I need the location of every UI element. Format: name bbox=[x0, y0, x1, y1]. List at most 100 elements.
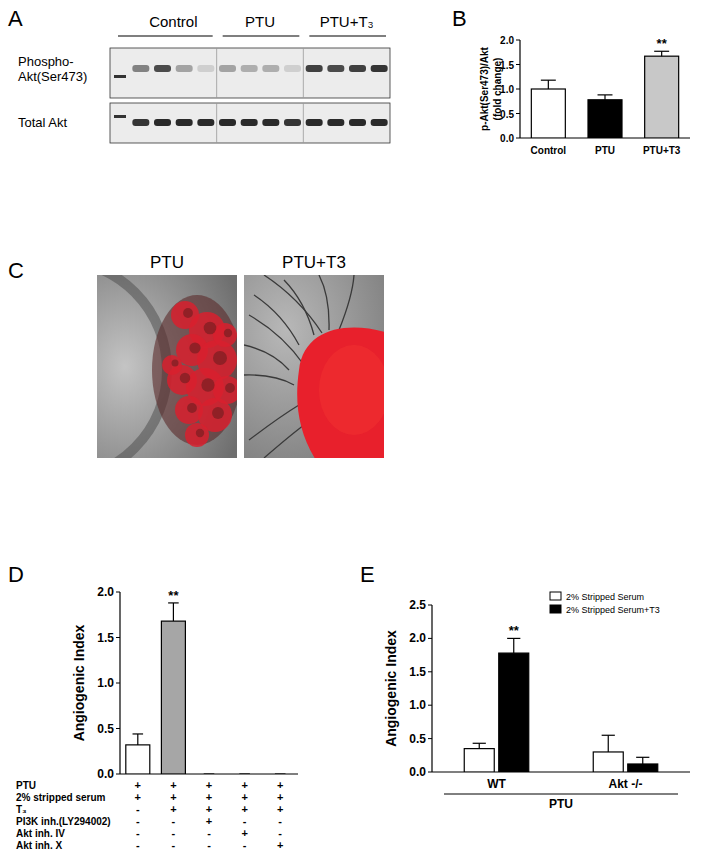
blot-band bbox=[132, 65, 149, 72]
y-tick-label: 0.5 bbox=[97, 722, 114, 736]
sprout bbox=[244, 345, 289, 370]
bar-chart: 0.00.51.01.52.0p-Akt(Ser473)/Akt(fold ch… bbox=[479, 35, 690, 156]
blot-band bbox=[262, 65, 279, 72]
blot-band bbox=[197, 119, 214, 126]
blot-band bbox=[371, 65, 388, 72]
sprout bbox=[254, 295, 299, 345]
blot-band bbox=[306, 65, 323, 72]
condition-sign: - bbox=[278, 827, 282, 839]
error-bar bbox=[479, 743, 480, 748]
condition-sign: + bbox=[170, 791, 176, 803]
stain-dark bbox=[183, 308, 193, 318]
y-axis-label: Angiogenic Index bbox=[71, 624, 87, 741]
lane-separator bbox=[216, 103, 217, 143]
blot-frame bbox=[110, 48, 390, 98]
stain-dark bbox=[225, 383, 235, 393]
micrograph bbox=[244, 275, 384, 458]
marks bbox=[464, 638, 658, 772]
y-tick-label: 2.0 bbox=[500, 35, 514, 46]
blot-band bbox=[306, 119, 323, 126]
condition-label: Akt inh. X bbox=[16, 840, 62, 851]
blot-band bbox=[197, 65, 214, 72]
y-axis-label: Angiogenic Index bbox=[383, 630, 399, 747]
bar bbox=[233, 773, 257, 774]
y-tick bbox=[516, 40, 520, 41]
y-tick bbox=[116, 592, 120, 593]
blot-band bbox=[241, 65, 258, 72]
blot-frame bbox=[110, 103, 390, 143]
row-label: Akt(Ser473) bbox=[18, 69, 87, 84]
error-bar bbox=[513, 638, 514, 653]
condition-sign: - bbox=[136, 815, 140, 827]
error-cap bbox=[636, 757, 649, 758]
blot-band bbox=[219, 119, 236, 126]
stain-dark bbox=[180, 373, 191, 384]
stain-dark bbox=[196, 429, 204, 437]
blot-band bbox=[241, 119, 258, 126]
stain bbox=[213, 376, 237, 404]
x-tick-label: Control bbox=[531, 145, 567, 156]
significance: ** bbox=[168, 588, 179, 603]
group-underline bbox=[309, 35, 386, 36]
stain bbox=[297, 327, 384, 458]
y-tick bbox=[116, 728, 120, 729]
x-tick-label: Akt -/- bbox=[609, 777, 643, 791]
y-tick-label: 0.0 bbox=[409, 765, 426, 779]
blot-band bbox=[176, 65, 193, 72]
y-tick bbox=[516, 64, 520, 65]
condition-sign: + bbox=[206, 815, 212, 827]
error-bar bbox=[661, 51, 662, 56]
significance: ** bbox=[657, 36, 668, 51]
row-label: Phospho- bbox=[18, 54, 74, 69]
y-tick bbox=[428, 671, 432, 672]
stain-dark bbox=[172, 360, 179, 367]
condition-sign: + bbox=[277, 839, 283, 851]
condition-sign: + bbox=[170, 803, 176, 815]
error-bar bbox=[173, 603, 174, 621]
error-bar bbox=[137, 734, 138, 745]
panel-letter: D bbox=[8, 562, 24, 587]
bar bbox=[645, 56, 679, 138]
blot-band bbox=[154, 65, 171, 72]
condition-sign: - bbox=[207, 839, 211, 851]
marks bbox=[531, 51, 678, 138]
error-bar bbox=[604, 95, 605, 100]
y-tick-label: 1.0 bbox=[97, 676, 114, 690]
row-label: Total Akt bbox=[18, 115, 68, 130]
condition-label: PTU bbox=[16, 780, 36, 791]
stain-light bbox=[319, 345, 384, 435]
y-tick bbox=[428, 738, 432, 739]
lane-separator bbox=[303, 103, 304, 143]
y-tick-label: 2.5 bbox=[409, 598, 426, 612]
y-tick-label: 1.0 bbox=[409, 698, 426, 712]
condition-label: PI3K inh.(LY294002) bbox=[16, 816, 111, 827]
condition-sign: + bbox=[206, 779, 212, 791]
bar bbox=[531, 89, 565, 138]
condition-sign: + bbox=[241, 827, 247, 839]
condition-sign: - bbox=[207, 827, 211, 839]
group-line bbox=[444, 794, 678, 795]
blot-band bbox=[176, 119, 193, 126]
condition-sign: - bbox=[136, 839, 140, 851]
stain-dark bbox=[189, 342, 200, 353]
blot-band bbox=[371, 119, 388, 126]
error-cap bbox=[598, 94, 613, 95]
y-tick bbox=[428, 605, 432, 606]
error-bar bbox=[642, 757, 643, 764]
error-cap bbox=[204, 773, 215, 774]
condition-sign: - bbox=[243, 815, 247, 827]
condition-sign: + bbox=[241, 803, 247, 815]
legend-swatch bbox=[550, 592, 561, 600]
condition-sign: + bbox=[206, 791, 212, 803]
stain bbox=[213, 323, 237, 347]
y-tick bbox=[428, 772, 432, 773]
y-tick bbox=[428, 705, 432, 706]
condition-sign: + bbox=[277, 803, 283, 815]
bar bbox=[499, 653, 529, 772]
condition-sign: + bbox=[277, 779, 283, 791]
y-tick-label: 0.0 bbox=[500, 133, 514, 144]
bar bbox=[161, 621, 185, 774]
stain-dark bbox=[201, 378, 214, 391]
stain-dark bbox=[204, 322, 217, 335]
bar bbox=[268, 773, 292, 774]
